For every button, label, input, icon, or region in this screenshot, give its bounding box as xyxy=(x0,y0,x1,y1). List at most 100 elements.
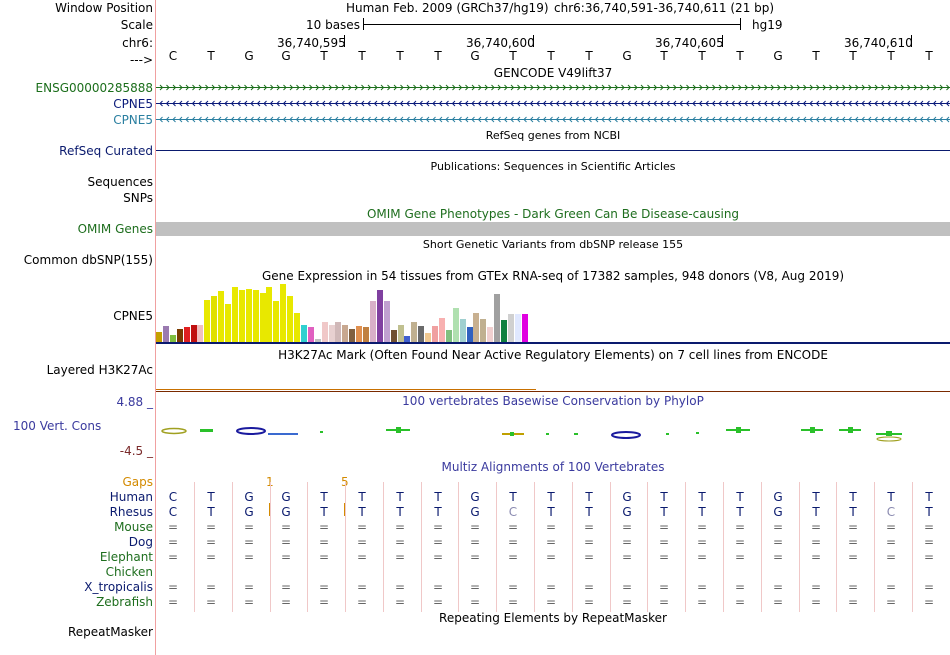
gtex-tissue-bar[interactable] xyxy=(218,291,225,342)
gencode-gene-lines[interactable] xyxy=(156,80,950,126)
alignment-base: T xyxy=(660,505,668,519)
alignment-match: = xyxy=(545,550,557,564)
gtex-tissue-bar[interactable] xyxy=(245,289,252,342)
gtex-tissue-bar[interactable] xyxy=(432,326,438,342)
gtex-tissue-bar[interactable] xyxy=(514,314,521,342)
gtex-tissue-bar[interactable] xyxy=(438,318,445,342)
gtex-tissue-bar[interactable] xyxy=(480,319,487,342)
gtex-tissue-bar[interactable] xyxy=(280,284,287,342)
strand-chevron xyxy=(939,84,944,91)
x-tropicalis-label[interactable]: X_tropicalis xyxy=(84,580,153,594)
gtex-tissue-bar[interactable] xyxy=(314,339,321,342)
gtex-tissue-bar[interactable] xyxy=(383,301,390,342)
gtex-tissue-bar[interactable] xyxy=(197,325,204,342)
strand-chevron xyxy=(796,116,800,123)
refseq-track-label[interactable]: RefSeq Curated xyxy=(59,144,153,158)
gtex-tissue-bar[interactable] xyxy=(425,333,432,342)
omim-gene-bar[interactable] xyxy=(156,222,950,236)
strand-chevron xyxy=(809,116,813,123)
gtex-tissue-bar[interactable] xyxy=(287,296,294,342)
gtex-tissue-bar[interactable] xyxy=(418,326,425,342)
gtex-bar-chart[interactable] xyxy=(156,283,950,343)
gtex-tissue-bar[interactable] xyxy=(501,320,507,342)
gtex-tissue-bar[interactable] xyxy=(342,325,349,342)
gtex-tissue-bar[interactable] xyxy=(507,314,514,342)
repeatmasker-track-label[interactable]: RepeatMasker xyxy=(67,625,153,639)
gtex-tissue-bar[interactable] xyxy=(259,293,266,342)
gtex-tissue-bar[interactable] xyxy=(169,335,176,342)
strand-chevron xyxy=(295,100,300,107)
gtex-tissue-bar[interactable] xyxy=(390,330,397,342)
gtex-tissue-bar[interactable] xyxy=(183,327,190,342)
snps-track-label[interactable]: SNPs xyxy=(123,191,153,205)
gtex-tissue-bar[interactable] xyxy=(376,290,383,342)
rhesus-label[interactable]: Rhesus xyxy=(109,505,153,519)
gtex-tissue-bar[interactable] xyxy=(273,301,280,342)
gtex-tissue-bar[interactable] xyxy=(328,325,335,342)
mouse-label[interactable]: Mouse xyxy=(114,520,153,534)
strand-chevron xyxy=(913,116,917,123)
dbsnp-track-label[interactable]: Common dbSNP(155) xyxy=(23,253,153,267)
vert-cons-track-label[interactable]: 100 Vert. Cons xyxy=(13,419,102,433)
cpne5-alt-track-label[interactable]: CPNE5 xyxy=(113,113,153,127)
strand-chevron xyxy=(354,116,358,123)
gtex-tissue-bar[interactable] xyxy=(473,313,480,342)
human-label[interactable]: Human xyxy=(109,490,153,504)
gtex-tissue-bar[interactable] xyxy=(238,290,245,342)
strand-chevron xyxy=(211,100,215,107)
gtex-tissue-bar[interactable] xyxy=(459,319,466,342)
strand-chevron xyxy=(445,100,449,107)
chicken-label[interactable]: Chicken xyxy=(105,565,153,579)
strand-chevron xyxy=(347,100,352,107)
alignment-match: = xyxy=(205,550,217,564)
strand-chevron xyxy=(393,116,397,123)
ensg-track-label[interactable]: ENSG00000285888 xyxy=(35,81,153,95)
strand-chevron xyxy=(549,84,554,91)
gtex-tissue-bar[interactable] xyxy=(349,329,356,342)
h3k27ac-track-label[interactable]: Layered H3K27Ac xyxy=(46,363,153,377)
elephant-label[interactable]: Elephant xyxy=(99,550,153,564)
gtex-tissue-bar[interactable] xyxy=(521,314,528,342)
gtex-tissue-bar[interactable] xyxy=(321,322,328,342)
sequences-track-label[interactable]: Sequences xyxy=(87,175,153,189)
alignment-match: = xyxy=(507,550,519,564)
dog-label[interactable]: Dog xyxy=(128,535,153,549)
gtex-tissue-bar[interactable] xyxy=(190,325,197,342)
gtex-tissue-bar[interactable] xyxy=(294,313,300,342)
gtex-tissue-bar[interactable] xyxy=(211,296,218,342)
gtex-tissue-bar[interactable] xyxy=(335,322,342,342)
strand-chevron xyxy=(796,84,801,91)
strand-chevron xyxy=(790,84,794,91)
gtex-tissue-bar[interactable] xyxy=(176,329,183,342)
strand-chevron xyxy=(425,100,430,107)
gtex-tissue-bar[interactable] xyxy=(204,300,211,342)
gtex-tissue-bar[interactable] xyxy=(487,327,494,342)
gtex-tissue-bar[interactable] xyxy=(225,304,231,342)
gtex-tissue-bar[interactable] xyxy=(156,332,162,342)
gtex-tissue-bar[interactable] xyxy=(162,326,169,342)
gtex-tissue-bar[interactable] xyxy=(452,308,459,342)
gtex-tissue-bar[interactable] xyxy=(231,287,238,342)
gtex-tissue-bar[interactable] xyxy=(369,301,376,342)
gtex-tissue-bar[interactable] xyxy=(404,336,411,342)
gtex-tissue-bar[interactable] xyxy=(307,327,314,342)
gtex-tissue-bar[interactable] xyxy=(356,326,363,342)
cpne5-track-label[interactable]: CPNE5 xyxy=(113,97,153,111)
refseq-gene-line[interactable] xyxy=(156,150,950,151)
gtex-tissue-bar[interactable] xyxy=(445,330,452,342)
gtex-tissue-bar[interactable] xyxy=(411,322,418,342)
gtex-tissue-bar[interactable] xyxy=(252,290,259,342)
gtex-tissue-bar[interactable] xyxy=(363,327,369,342)
gtex-tissue-bar[interactable] xyxy=(266,287,273,342)
gtex-tissue-bar[interactable] xyxy=(397,325,404,342)
omim-track-label[interactable]: OMIM Genes xyxy=(77,222,153,236)
base-guide-line xyxy=(458,482,459,612)
zebrafish-label[interactable]: Zebrafish xyxy=(96,595,153,609)
gtex-tissue-bar[interactable] xyxy=(466,327,473,342)
gtex-tissue-bar[interactable] xyxy=(300,325,307,342)
gtex-track-label[interactable]: CPNE5 xyxy=(113,309,153,323)
strand-chevron xyxy=(809,84,814,91)
phylop-logo[interactable] xyxy=(156,418,950,448)
gtex-tissue-bar[interactable] xyxy=(494,294,501,342)
